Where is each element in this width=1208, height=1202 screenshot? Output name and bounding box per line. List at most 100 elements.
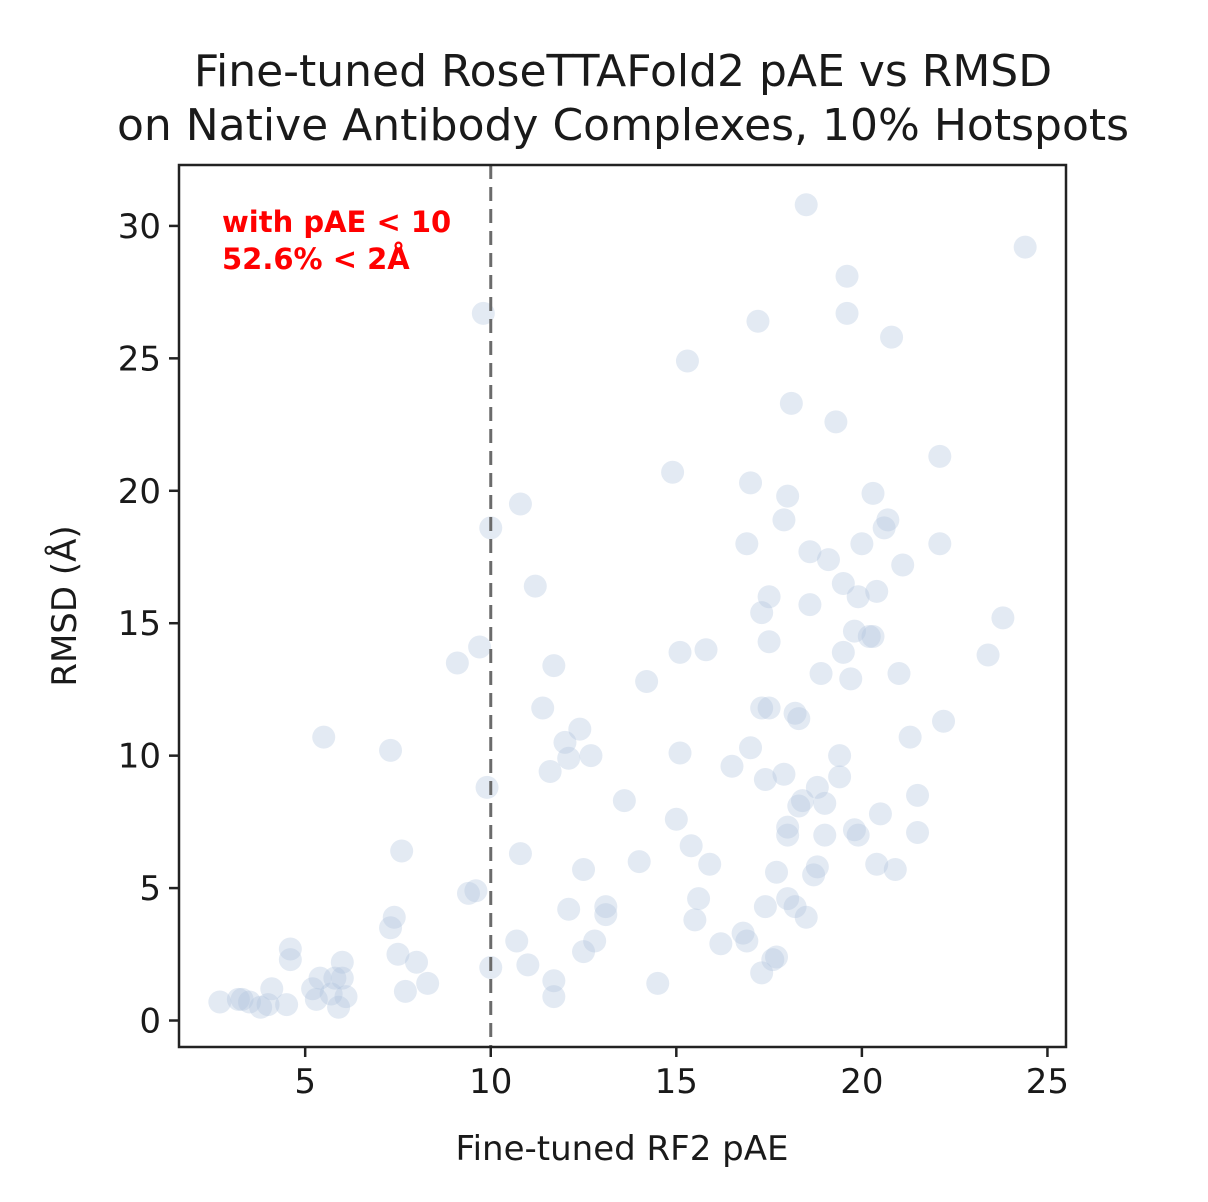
data-point-67	[687, 887, 711, 911]
y-tick-label-20: 20	[118, 472, 161, 512]
data-point-8	[278, 948, 302, 972]
data-point-112	[824, 410, 848, 434]
data-point-31	[468, 635, 492, 659]
data-point-12	[308, 966, 332, 990]
annotation-line-1: with pAE < 10	[222, 205, 451, 239]
data-point-106	[805, 775, 829, 799]
data-point-60	[661, 460, 685, 484]
data-point-111	[816, 548, 840, 572]
data-point-117	[835, 301, 859, 325]
data-point-139	[906, 820, 930, 844]
data-point-84	[757, 585, 781, 609]
y-tick-label-5: 5	[139, 869, 161, 909]
chart-title-line-2: on Native Antibody Complexes, 10% Hotspo…	[117, 100, 1129, 151]
data-point-86	[761, 948, 785, 972]
data-point-145	[1013, 235, 1037, 259]
data-point-39	[516, 953, 540, 977]
data-point-49	[568, 717, 592, 741]
data-point-115	[831, 571, 855, 595]
data-point-93	[776, 887, 800, 911]
data-point-136	[891, 553, 915, 577]
data-point-19	[312, 725, 336, 749]
x-axis-ticks: 5 10 15 20 25	[294, 1047, 1069, 1102]
data-point-13	[319, 982, 343, 1006]
data-point-78	[750, 601, 774, 625]
data-point-109	[813, 791, 837, 815]
data-point-16	[330, 950, 354, 974]
data-point-122	[846, 823, 870, 847]
data-point-62	[668, 741, 692, 765]
data-point-50	[572, 858, 596, 882]
data-point-140	[928, 444, 952, 468]
data-point-142	[932, 709, 956, 733]
x-tick-label-15: 15	[655, 1062, 698, 1102]
data-point-0	[208, 990, 232, 1014]
data-point-96	[783, 701, 807, 725]
data-point-47	[557, 746, 581, 770]
data-point-11	[304, 987, 328, 1011]
data-point-71	[720, 754, 744, 778]
y-tick-label-25: 25	[118, 339, 161, 379]
data-point-108	[809, 662, 833, 686]
data-point-17	[330, 966, 354, 990]
data-point-123	[846, 585, 870, 609]
data-point-2	[230, 987, 254, 1011]
data-point-41	[531, 696, 555, 720]
data-point-29	[456, 881, 480, 905]
data-point-44	[542, 969, 566, 993]
data-point-82	[753, 767, 777, 791]
data-point-119	[839, 667, 863, 691]
data-point-127	[861, 481, 885, 505]
data-point-28	[445, 651, 469, 675]
data-point-126	[861, 624, 885, 648]
data-point-70	[709, 932, 733, 956]
data-point-124	[850, 532, 874, 556]
data-point-135	[887, 662, 911, 686]
data-point-105	[802, 863, 826, 887]
data-point-9	[275, 993, 299, 1017]
data-point-64	[675, 349, 699, 373]
data-point-4	[249, 995, 273, 1019]
data-points	[208, 193, 1037, 1019]
data-point-95	[779, 391, 803, 415]
data-point-68	[694, 638, 718, 662]
data-point-92	[776, 815, 800, 839]
data-point-33	[475, 775, 499, 799]
data-point-26	[405, 950, 429, 974]
data-point-59	[646, 971, 670, 995]
data-point-22	[382, 905, 406, 929]
data-point-15	[327, 995, 351, 1019]
data-point-55	[594, 903, 618, 927]
data-point-129	[865, 852, 889, 876]
data-point-36	[505, 929, 529, 953]
data-point-81	[753, 895, 777, 919]
data-point-45	[542, 985, 566, 1009]
data-point-74	[735, 929, 759, 953]
y-axis-ticks: 0 5 10 15 20 25 30	[118, 207, 179, 1042]
data-point-46	[553, 730, 577, 754]
x-tick-label-10: 10	[469, 1062, 512, 1102]
data-point-116	[831, 640, 855, 664]
data-point-75	[739, 471, 763, 495]
data-point-89	[772, 762, 796, 786]
data-point-73	[735, 532, 759, 556]
data-point-125	[857, 624, 881, 648]
data-point-76	[739, 736, 763, 760]
data-point-72	[731, 921, 755, 945]
data-point-32	[471, 301, 495, 325]
data-point-110	[813, 823, 837, 847]
data-point-1	[226, 987, 250, 1011]
data-point-104	[798, 540, 822, 564]
x-tick-label-20: 20	[840, 1062, 883, 1102]
x-axis-label: Fine-tuned RF2 pAE	[456, 1129, 789, 1169]
data-point-134	[883, 858, 907, 882]
data-point-30	[464, 879, 488, 903]
data-point-99	[787, 794, 811, 818]
data-point-91	[776, 823, 800, 847]
data-point-24	[390, 839, 414, 863]
data-point-144	[991, 606, 1015, 630]
data-point-100	[790, 789, 814, 813]
x-tick-label-25: 25	[1026, 1062, 1069, 1102]
data-point-56	[612, 789, 636, 813]
data-point-107	[805, 855, 829, 879]
